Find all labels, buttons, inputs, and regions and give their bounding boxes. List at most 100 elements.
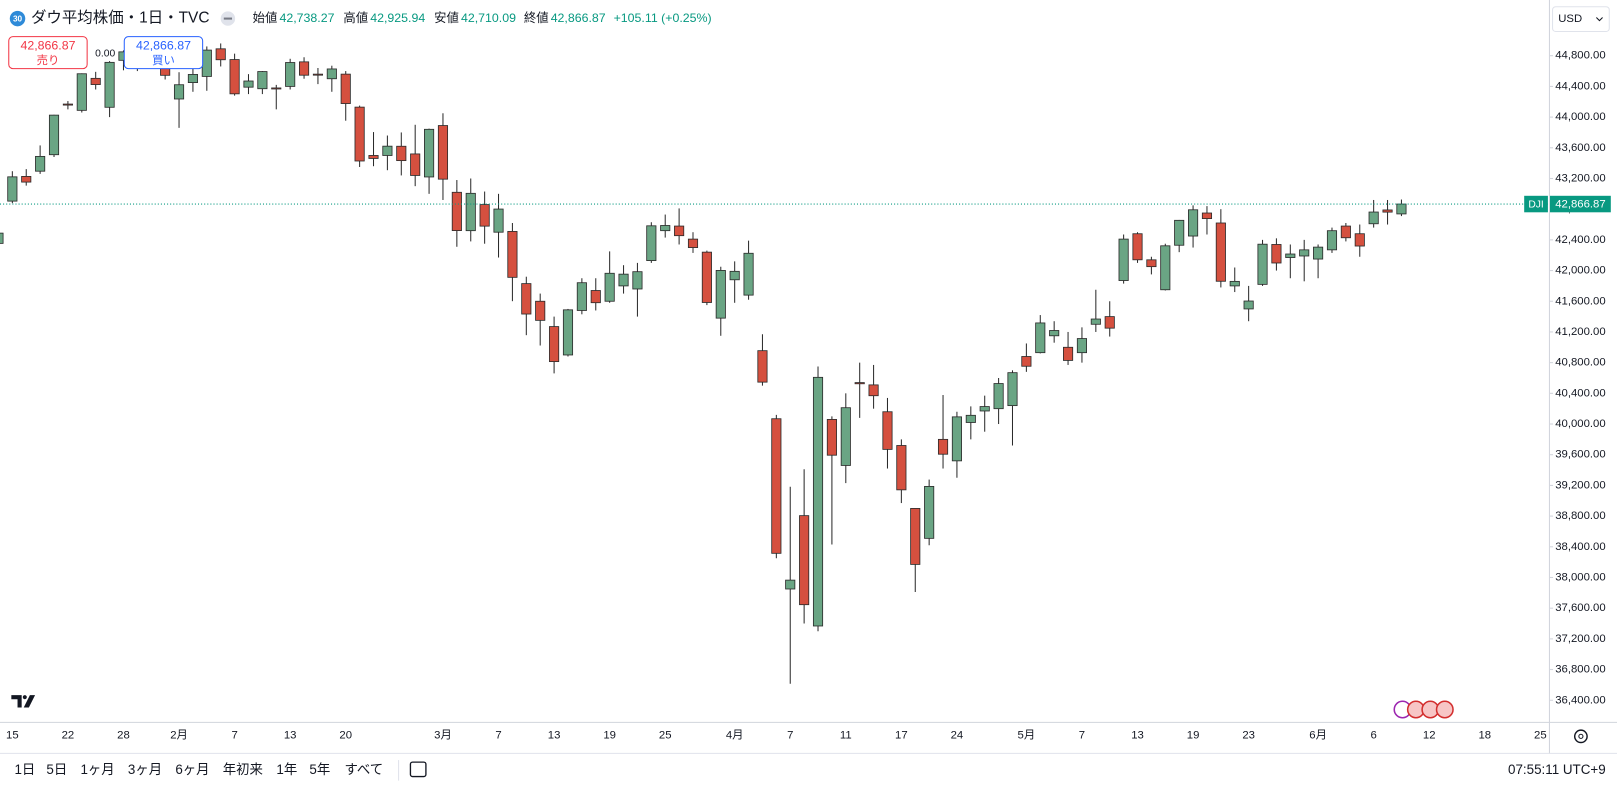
buy-button[interactable] [123, 36, 204, 70]
change-value: +105.11 (+0.25%) [614, 11, 712, 25]
event-icons [1393, 700, 1454, 719]
y-tick-label: 38,000.00 [1555, 571, 1605, 583]
range-button[interactable]: 1ヶ月 [80, 762, 114, 777]
event-icon[interactable] [1435, 700, 1454, 719]
candle-body [187, 74, 198, 83]
candle-body [1215, 222, 1226, 282]
range-button[interactable]: すべて [344, 762, 383, 777]
symbol-tag [1524, 195, 1548, 213]
candle-body [1049, 330, 1060, 337]
x-tick-label: 13 [1131, 729, 1144, 741]
settings-icon[interactable] [1573, 729, 1588, 744]
x-tick-label: 25 [1534, 729, 1547, 741]
buy-label: 買い [152, 54, 175, 67]
candle-body [368, 155, 379, 159]
buy-price: 42,866.87 [136, 39, 191, 53]
y-tick-label: 40,000.00 [1555, 418, 1605, 430]
candle-body [493, 208, 504, 233]
range-button[interactable]: 1日 [14, 762, 35, 777]
candle-body [896, 445, 907, 491]
x-tick-label: 5月 [1018, 729, 1036, 741]
y-tick-label: 39,600.00 [1555, 449, 1605, 461]
trade-panel: 42,866.87 売り 0.00 42,866.87 買い [8, 36, 204, 70]
candle-body [479, 204, 490, 227]
range-button[interactable]: 5年 [309, 762, 330, 777]
x-tick-label: 11 [840, 729, 852, 741]
candle-body [340, 73, 351, 104]
y-tick-label: 41,600.00 [1555, 295, 1605, 307]
badge [9, 10, 26, 27]
candle-body [1160, 245, 1171, 291]
candle-body [1118, 238, 1129, 281]
date-range-icon[interactable] [409, 761, 427, 778]
y-tick-label: 44,000.00 [1555, 111, 1605, 123]
candle-body [257, 71, 268, 90]
spread: 0.00 [95, 48, 115, 59]
candle-body [576, 282, 587, 311]
candle-body [1076, 338, 1087, 354]
candle-body [1146, 259, 1157, 268]
close-value: 42,866.87 [551, 11, 606, 25]
candle-body [76, 73, 87, 111]
axes: 36,400.00 36,800.00 37,200.00 37,600.00 38,0… [6, 50, 1611, 741]
candle-body [1104, 316, 1115, 329]
x-tick-label: 7 [1079, 729, 1085, 741]
candle-body [535, 300, 546, 321]
y-tick-label: 44,800.00 [1555, 50, 1605, 62]
y-tick-label: 39,200.00 [1555, 479, 1605, 491]
candle-body [1396, 203, 1407, 215]
candle-body [549, 326, 560, 363]
x-tick-label: 28 [117, 729, 130, 741]
y-tick-label: 42,400.00 [1555, 234, 1605, 246]
x-tick-label: 7 [231, 729, 237, 741]
candle-body [924, 485, 935, 539]
candle-body [507, 231, 518, 278]
candle-body [979, 406, 990, 412]
open-value: 42,738.27 [279, 11, 334, 25]
candle-body [1090, 318, 1101, 325]
candle-body [1368, 211, 1379, 225]
candle-body [21, 176, 32, 183]
sell-button[interactable] [8, 36, 88, 70]
range-button[interactable]: 5日 [46, 762, 67, 777]
candle-body [1021, 356, 1032, 367]
candle-body [521, 283, 532, 315]
symbol-label: DJI [1528, 199, 1543, 210]
x-tick-label: 17 [895, 729, 908, 741]
y-tick-label: 36,800.00 [1555, 664, 1605, 676]
y-tick-label: 38,400.00 [1555, 541, 1605, 553]
clock: 07:55:11 UTC+9 [1508, 762, 1606, 777]
currency-dropdown[interactable] [1552, 6, 1610, 32]
candle-body [674, 225, 685, 237]
visibility-icon-bar [223, 17, 233, 20]
candle-body [1271, 244, 1282, 264]
header: 30 ダウ平均株価・1日・TVC 始値 42,738.27 高値 42,925.… [9, 9, 712, 27]
range-button[interactable]: 1年 [276, 762, 297, 777]
candle-body [965, 414, 976, 423]
candle-body [0, 232, 4, 244]
candle-body [757, 350, 768, 383]
candle-body [632, 271, 643, 290]
candle-body [396, 145, 407, 162]
y-tick-label: 40,400.00 [1555, 387, 1605, 399]
low-value: 42,710.09 [461, 11, 516, 25]
range-button[interactable]: 6ヶ月 [175, 762, 209, 777]
candle-body [104, 61, 115, 108]
candle-body [62, 103, 73, 106]
candle-body [993, 383, 1004, 410]
candle-body [1382, 209, 1393, 213]
candle-body [1188, 209, 1199, 237]
candle-body [173, 84, 185, 100]
symbol-title[interactable]: ダウ平均株価・1日・TVC [31, 9, 210, 27]
x-tick-label: 25 [659, 729, 672, 741]
candle-body [743, 252, 754, 296]
logo[interactable] [11, 695, 36, 708]
range-button[interactable]: 3ヶ月 [128, 762, 162, 777]
x-tick-label: 19 [603, 729, 616, 741]
range-button[interactable]: 年初来 [223, 762, 263, 777]
high-value: 42,925.94 [370, 11, 425, 25]
candle-body [1257, 243, 1268, 285]
candle-body [1063, 346, 1074, 361]
candle-body [1007, 372, 1018, 407]
